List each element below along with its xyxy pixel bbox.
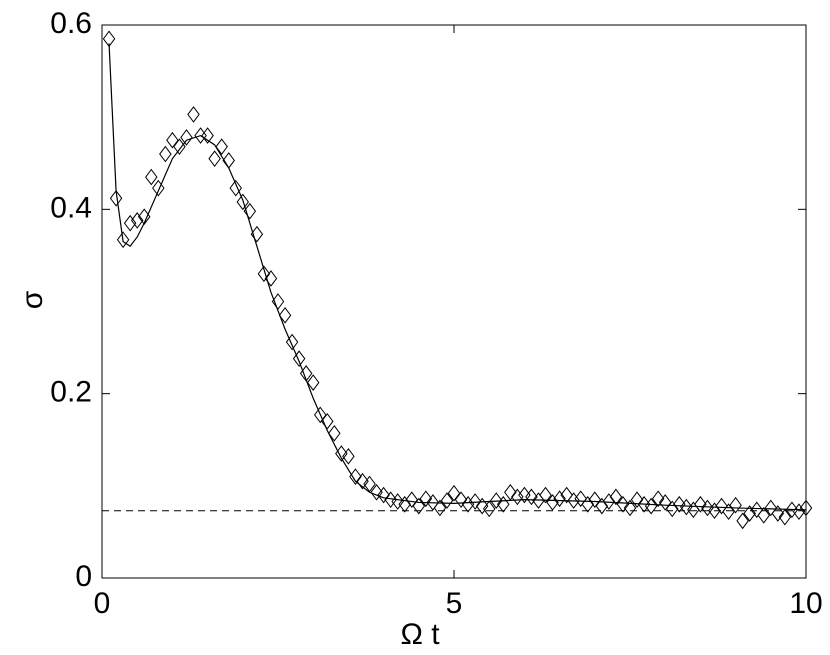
x-tick-label: 5 xyxy=(446,587,463,620)
data-point xyxy=(616,495,630,513)
data-point xyxy=(680,498,693,516)
data-point xyxy=(405,491,419,508)
data-point xyxy=(497,495,510,513)
data-point xyxy=(278,306,292,324)
data-point xyxy=(771,505,785,522)
y-tick-label: 0 xyxy=(75,560,92,593)
data-point xyxy=(764,499,778,517)
data-point xyxy=(109,189,123,207)
data-point xyxy=(595,497,609,515)
data-point xyxy=(264,270,278,287)
data-point xyxy=(468,493,482,510)
data-point xyxy=(665,500,679,518)
data-point xyxy=(602,493,616,510)
data-point xyxy=(630,491,644,508)
data-point xyxy=(426,494,440,511)
data-point xyxy=(412,497,426,515)
data-point xyxy=(539,486,552,504)
data-point xyxy=(166,131,179,149)
data-point xyxy=(715,497,728,515)
data-point xyxy=(651,490,665,508)
data-point xyxy=(398,495,411,513)
y-tick-label: 0.2 xyxy=(50,376,92,409)
data-point xyxy=(736,512,749,530)
data-point xyxy=(370,483,383,501)
data-point xyxy=(313,406,327,424)
data-point xyxy=(778,508,792,526)
data-point xyxy=(306,374,320,391)
data-point xyxy=(292,350,306,367)
data-point xyxy=(342,448,355,465)
data-point xyxy=(243,202,257,220)
data-point xyxy=(757,506,771,524)
data-point xyxy=(609,488,623,506)
data-point xyxy=(504,483,517,501)
data-point xyxy=(384,491,397,508)
x-tick-label: 10 xyxy=(789,587,822,620)
data-point xyxy=(673,495,686,513)
data-point xyxy=(560,486,573,504)
data-point xyxy=(447,484,461,502)
data-point xyxy=(701,499,714,517)
data-point xyxy=(644,497,658,515)
data-point xyxy=(321,412,334,430)
data-point xyxy=(694,495,707,513)
data-point xyxy=(377,486,390,504)
data-point xyxy=(658,494,672,511)
y-axis-label: σ xyxy=(16,290,49,309)
data-point xyxy=(250,225,264,243)
y-tick-label: 0.6 xyxy=(50,7,92,40)
data-point xyxy=(461,495,475,513)
data-point xyxy=(208,150,221,167)
fit-line xyxy=(108,43,807,511)
data-point xyxy=(729,496,742,514)
data-point xyxy=(328,424,341,442)
data-point xyxy=(363,475,376,493)
data-point xyxy=(257,265,271,283)
data-point xyxy=(708,502,721,520)
x-axis-label: Ω t xyxy=(400,618,440,651)
data-point xyxy=(482,500,496,518)
data-point xyxy=(123,214,137,232)
data-point xyxy=(525,488,538,506)
data-point xyxy=(433,499,447,517)
data-point xyxy=(475,497,489,515)
y-tick-label: 0.4 xyxy=(50,191,92,224)
data-point xyxy=(574,490,587,508)
data-point xyxy=(637,495,651,513)
data-point xyxy=(581,495,595,513)
data-point xyxy=(285,333,299,351)
data-point xyxy=(116,231,130,249)
data-point xyxy=(489,492,503,509)
data-point xyxy=(180,129,193,146)
data-point xyxy=(152,179,165,197)
data-point xyxy=(201,127,214,144)
data-point xyxy=(743,505,756,522)
data-point xyxy=(518,486,531,504)
data-point xyxy=(356,472,369,490)
data-point xyxy=(419,490,433,508)
data-point xyxy=(750,501,763,519)
data-point xyxy=(785,501,799,519)
data-point xyxy=(567,492,580,509)
data-point xyxy=(271,293,285,310)
data-point xyxy=(588,491,602,508)
data-point xyxy=(553,490,566,508)
data-point xyxy=(187,106,200,123)
data-point xyxy=(440,492,454,509)
data-point xyxy=(799,499,813,517)
data-point xyxy=(236,193,250,211)
data-point xyxy=(215,138,228,155)
data-point xyxy=(623,499,637,517)
data-point xyxy=(722,503,735,520)
plot-frame xyxy=(101,24,807,579)
data-point xyxy=(454,491,468,508)
x-tick-label: 0 xyxy=(94,587,111,620)
data-point xyxy=(145,168,158,186)
data-point xyxy=(229,179,243,197)
data-point xyxy=(159,145,172,163)
data-point xyxy=(511,488,524,506)
data-point xyxy=(130,212,144,229)
